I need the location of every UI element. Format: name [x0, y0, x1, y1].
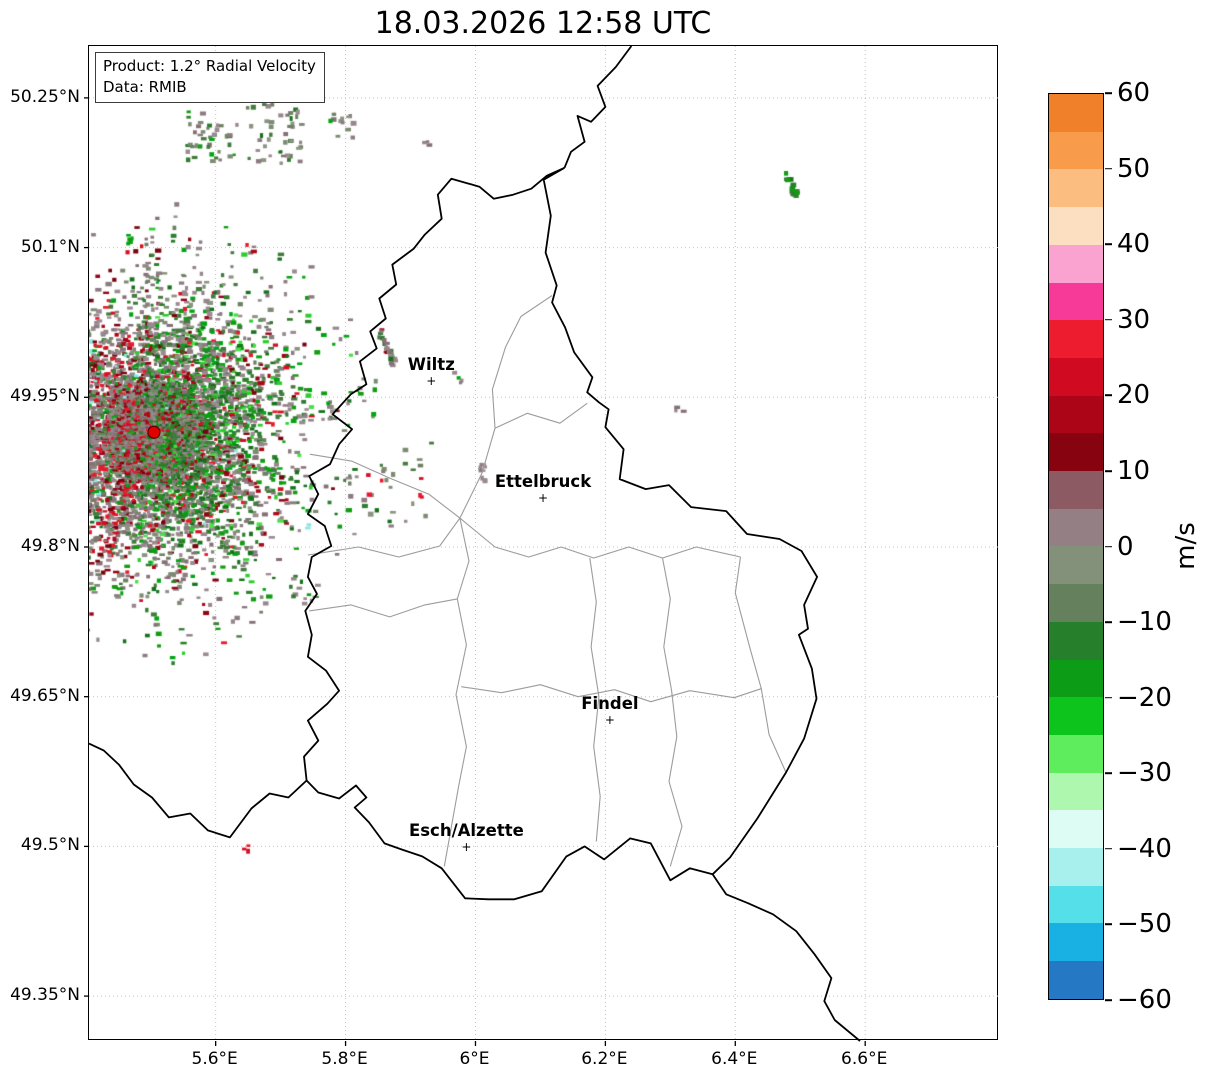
colorbar-gradient	[1049, 94, 1103, 999]
colorbar-band	[1049, 810, 1103, 849]
y-axis-tick-label: 50.1°N	[20, 236, 80, 257]
y-axis-tick-label: 50.25°N	[10, 86, 80, 107]
district-border	[661, 557, 683, 867]
colorbar-tick-label: 50	[1117, 153, 1151, 184]
colorbar-band	[1049, 885, 1103, 924]
x-axis-tick-label: 6.2°E	[581, 1049, 628, 1069]
radar-site-marker	[147, 425, 161, 439]
colorbar-tick-mark	[1105, 923, 1112, 926]
country-border	[303, 166, 818, 901]
figure-title: 18.03.2026 12:58 UTC	[374, 6, 712, 41]
colorbar-tick-mark	[1105, 92, 1112, 94]
colorbar-tick-label: 30	[1117, 304, 1151, 335]
colorbar-tick-label: 40	[1117, 229, 1151, 260]
colorbar-unit-label: m/s	[1171, 522, 1201, 570]
colorbar-tick-label: −30	[1117, 758, 1172, 789]
city-marker-icon: +	[426, 374, 437, 389]
colorbar-tick-label: −20	[1117, 682, 1172, 713]
colorbar-tick-mark	[1105, 848, 1112, 850]
district-border	[461, 684, 762, 703]
colorbar-tick-label: 20	[1117, 380, 1151, 411]
x-axis-tick-label: 6°E	[459, 1049, 490, 1069]
x-axis-tick-label: 6.4°E	[711, 1049, 758, 1069]
legend-product-line: Product: 1.2° Radial Velocity	[103, 57, 316, 75]
colorbar-tick-label: −50	[1117, 909, 1172, 940]
colorbar-band	[1049, 923, 1103, 962]
colorbar-tick-label: 60	[1117, 78, 1151, 108]
colorbar-tick-mark	[1105, 243, 1112, 245]
colorbar-band	[1049, 244, 1103, 283]
legend-data-line: Data: RMIB	[103, 78, 187, 96]
country-border	[88, 742, 308, 839]
country-border	[711, 873, 861, 1042]
district-border	[734, 556, 787, 773]
colorbar-band	[1049, 734, 1103, 773]
district-border	[307, 517, 461, 558]
district-border	[309, 295, 553, 519]
colorbar-tick-mark	[1105, 318, 1112, 321]
colorbar-band	[1049, 471, 1103, 509]
colorbar-tick-label: 0	[1117, 531, 1134, 562]
colorbar-band	[1049, 282, 1103, 321]
colorbar-band	[1049, 169, 1103, 208]
border-layer	[88, 45, 861, 1042]
city-label: Ettelbruck	[494, 472, 592, 492]
grid-layer	[84, 46, 999, 1046]
x-axis-tick-label: 5.8°E	[321, 1049, 368, 1069]
colorbar-band	[1049, 207, 1103, 245]
colorbar-band	[1049, 395, 1103, 434]
district-border	[494, 402, 588, 429]
colorbar-tick-label: −60	[1117, 985, 1172, 1015]
x-axis-tick-label: 5.6°E	[191, 1049, 238, 1069]
y-axis-tick-label: 49.8°N	[20, 535, 80, 556]
city-labels-layer: + Wiltz + Ettelbruck + Findel + Esch/Alzette	[89, 46, 997, 1039]
x-axis-tick-label: 6.6°E	[841, 1049, 888, 1069]
district-border	[309, 598, 458, 618]
colorbar-tick-mark	[1105, 545, 1112, 548]
map-plot: + Wiltz + Ettelbruck + Findel + Esch/Alzette Pr…	[84, 45, 999, 1046]
colorbar-band	[1049, 961, 1103, 999]
y-axis-tick-label: 49.5°N	[20, 835, 80, 856]
colorbar-band	[1049, 772, 1103, 811]
colorbar-tick-label: −40	[1117, 833, 1172, 864]
colorbar-band	[1049, 320, 1103, 358]
colorbar-band	[1049, 697, 1103, 735]
radar-echo-layer	[89, 46, 999, 1041]
colorbar-tick-mark	[1105, 470, 1112, 472]
city-label: Wiltz	[407, 355, 455, 375]
district-border	[459, 517, 741, 559]
country-border	[563, 45, 633, 169]
y-axis-tick-label: 49.65°N	[10, 685, 80, 706]
colorbar-tick-label: 10	[1117, 455, 1151, 486]
city-marker-icon: +	[604, 712, 615, 727]
district-border	[589, 557, 601, 842]
colorbar-tick-mark	[1105, 394, 1112, 397]
colorbar-tick-mark	[1105, 772, 1112, 775]
colorbar-band	[1049, 848, 1103, 886]
colorbar-tick-mark	[1105, 696, 1112, 699]
colorbar-band	[1049, 94, 1103, 132]
colorbar	[1048, 93, 1104, 1000]
colorbar-tick-mark	[1105, 621, 1112, 623]
city-label: Esch/Alzette	[408, 821, 524, 841]
city-marker-icon: +	[537, 491, 549, 506]
district-border	[443, 517, 470, 867]
product-legend: Product: 1.2° Radial Velocity Data: RMIB	[95, 52, 325, 103]
colorbar-band	[1049, 546, 1103, 585]
colorbar-band	[1049, 584, 1103, 622]
city-marker-icon: +	[461, 840, 472, 855]
city-label: Findel	[581, 693, 639, 713]
colorbar-band	[1049, 659, 1103, 698]
y-axis-tick-label: 49.95°N	[10, 386, 80, 407]
colorbar-band	[1049, 357, 1103, 396]
colorbar-tick-mark	[1105, 167, 1112, 170]
colorbar-band	[1049, 131, 1103, 170]
colorbar-band	[1049, 621, 1103, 660]
y-axis-tick-label: 49.35°N	[10, 985, 80, 1006]
colorbar-tick-mark	[1105, 999, 1112, 1001]
colorbar-band	[1049, 508, 1103, 547]
colorbar-tick-label: −10	[1117, 607, 1172, 638]
colorbar-band	[1049, 433, 1103, 472]
